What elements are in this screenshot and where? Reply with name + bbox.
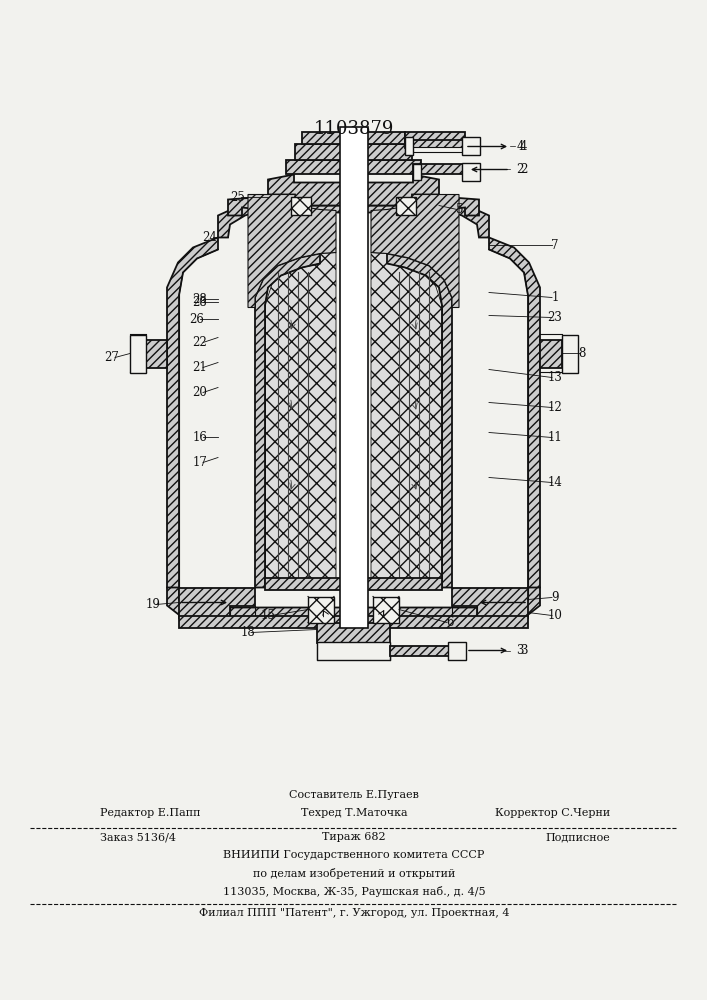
Bar xyxy=(562,334,578,372)
Text: 13: 13 xyxy=(547,371,563,384)
Text: 23: 23 xyxy=(547,311,563,324)
Bar xyxy=(462,163,480,181)
Text: 20: 20 xyxy=(192,386,207,399)
Bar xyxy=(396,197,416,215)
Polygon shape xyxy=(179,587,255,617)
Text: Филиал ППП "Патент", г. Ужгород, ул. Проектная, 4: Филиал ППП "Патент", г. Ужгород, ул. Про… xyxy=(199,908,509,918)
Bar xyxy=(448,642,466,660)
Text: Тираж 682: Тираж 682 xyxy=(322,832,386,842)
Text: 4: 4 xyxy=(516,140,524,153)
Text: по делам изобретений и открытий: по делам изобретений и открытий xyxy=(253,868,455,879)
Text: 2: 2 xyxy=(516,163,524,176)
Text: 24: 24 xyxy=(203,231,218,244)
Bar xyxy=(265,578,442,589)
Polygon shape xyxy=(248,194,336,308)
Polygon shape xyxy=(218,194,295,237)
Polygon shape xyxy=(489,237,540,607)
Text: Редактор Е.Папп: Редактор Е.Папп xyxy=(100,808,201,818)
Text: 1103879: 1103879 xyxy=(314,120,395,138)
Text: 3: 3 xyxy=(516,644,524,657)
Polygon shape xyxy=(265,252,336,587)
Text: 1: 1 xyxy=(551,291,559,304)
Text: 25: 25 xyxy=(230,191,245,204)
Bar xyxy=(413,164,468,174)
Bar xyxy=(373,596,399,622)
Bar xyxy=(405,147,465,152)
Polygon shape xyxy=(387,253,452,587)
Text: 28: 28 xyxy=(192,296,207,309)
Text: 5: 5 xyxy=(456,203,464,216)
Bar xyxy=(317,622,390,643)
Polygon shape xyxy=(268,174,439,205)
Text: 2: 2 xyxy=(520,163,527,176)
Text: 28: 28 xyxy=(192,293,207,306)
Text: 16: 16 xyxy=(192,431,207,444)
Text: 12: 12 xyxy=(548,401,562,414)
Bar xyxy=(308,596,334,622)
Text: 27: 27 xyxy=(105,351,119,364)
Text: 21: 21 xyxy=(192,361,207,374)
Bar xyxy=(540,340,562,367)
Text: Заказ 5136/4: Заказ 5136/4 xyxy=(100,832,176,842)
Bar xyxy=(405,140,465,148)
Polygon shape xyxy=(167,587,540,619)
Text: 11: 11 xyxy=(548,431,562,444)
Polygon shape xyxy=(255,253,320,587)
Text: 18: 18 xyxy=(240,626,255,639)
Bar xyxy=(286,160,421,174)
Text: 113035, Москва, Ж-35, Раушская наб., д. 4/5: 113035, Москва, Ж-35, Раушская наб., д. … xyxy=(223,886,485,897)
Text: 8: 8 xyxy=(578,347,585,360)
Text: 9: 9 xyxy=(551,591,559,604)
Polygon shape xyxy=(371,194,459,308)
Text: Техред Т.Маточка: Техред Т.Маточка xyxy=(300,808,407,818)
Text: 22: 22 xyxy=(192,336,207,349)
Text: Подписное: Подписное xyxy=(545,832,610,842)
Polygon shape xyxy=(228,194,479,215)
Bar xyxy=(462,137,480,155)
Bar xyxy=(302,132,405,144)
Text: Составитель Е.Пугаев: Составитель Е.Пугаев xyxy=(289,790,419,800)
Bar xyxy=(390,646,450,656)
Polygon shape xyxy=(167,237,218,607)
Text: 14: 14 xyxy=(547,476,563,489)
Bar xyxy=(340,127,368,628)
Text: 6: 6 xyxy=(446,616,454,629)
Text: 7: 7 xyxy=(551,239,559,252)
Text: 4: 4 xyxy=(520,140,527,153)
Text: ВНИИПИ Государственного комитета СССР: ВНИИПИ Государственного комитета СССР xyxy=(223,850,485,860)
Text: 17: 17 xyxy=(192,456,207,469)
Bar xyxy=(413,164,421,180)
Bar xyxy=(291,197,311,215)
Text: 15: 15 xyxy=(261,609,276,622)
Polygon shape xyxy=(412,194,489,237)
Text: 10: 10 xyxy=(547,609,563,622)
Bar xyxy=(405,137,413,155)
Polygon shape xyxy=(452,587,528,617)
Text: 3: 3 xyxy=(520,644,527,657)
Bar xyxy=(405,132,465,141)
Bar xyxy=(179,615,528,628)
Polygon shape xyxy=(371,252,442,587)
Text: 19: 19 xyxy=(146,598,160,611)
Bar xyxy=(317,642,390,660)
Text: Корректор С.Черни: Корректор С.Черни xyxy=(495,808,610,818)
Text: 26: 26 xyxy=(189,313,204,326)
Bar xyxy=(130,334,146,372)
Bar xyxy=(295,144,412,160)
Bar xyxy=(145,340,167,367)
